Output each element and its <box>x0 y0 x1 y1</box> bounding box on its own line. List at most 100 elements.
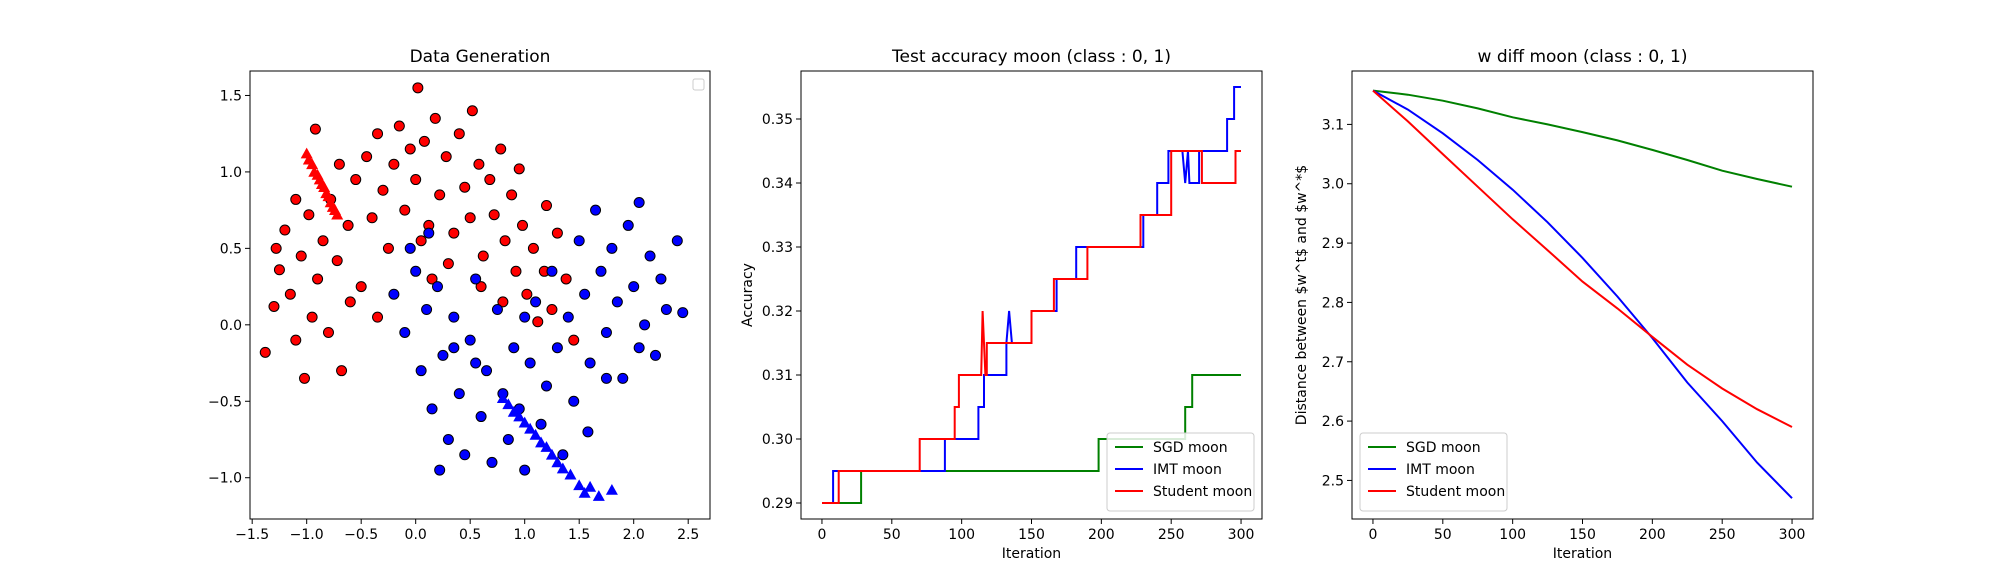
x-tick-label: −1.0 <box>290 527 324 543</box>
x-tick-label: 50 <box>1434 527 1452 543</box>
circle-point <box>423 227 435 239</box>
x-tick-label: 300 <box>1779 527 1806 543</box>
x-tick-label: 250 <box>1158 527 1185 543</box>
circle-point <box>519 311 531 323</box>
circle-point <box>366 212 378 224</box>
circle-point <box>448 227 460 239</box>
circle-point <box>584 357 596 369</box>
circle-point <box>429 112 441 124</box>
circle-point <box>355 281 367 293</box>
circle-point <box>660 304 672 316</box>
circle-point <box>331 255 343 267</box>
circle-point <box>622 219 634 231</box>
circle-point <box>442 258 454 270</box>
series-line-student-moon <box>1372 89 1793 428</box>
y-tick-label: 0.34 <box>762 176 793 192</box>
circle-point <box>284 288 296 300</box>
circle-point <box>579 288 591 300</box>
circle-point <box>617 372 629 384</box>
circle-point <box>517 219 529 231</box>
circle-point <box>486 456 498 468</box>
circle-point <box>606 242 618 254</box>
circle-point <box>644 250 656 262</box>
circle-point <box>582 426 594 438</box>
circle-point <box>361 151 373 163</box>
circle-point <box>546 265 558 277</box>
circle-point <box>473 158 485 170</box>
circle-point <box>475 281 487 293</box>
series-line-imt-moon <box>1372 89 1793 499</box>
circle-point <box>426 273 438 285</box>
circle-point <box>303 209 315 221</box>
triangle-point <box>529 428 542 440</box>
legend-box <box>1106 432 1255 512</box>
circle-point <box>677 307 689 319</box>
x-tick-label: 1.5 <box>568 527 590 543</box>
circle-point <box>484 174 496 186</box>
x-tick-label: 1.0 <box>514 527 536 543</box>
series-4 <box>496 392 618 501</box>
circle-point <box>481 365 493 377</box>
circle-point <box>273 264 285 276</box>
y-tick-label: 1.0 <box>220 165 242 181</box>
circle-point <box>426 403 438 415</box>
circle-point <box>440 151 452 163</box>
x-tick-label: 0 <box>1368 527 1377 543</box>
circle-point <box>649 349 661 361</box>
y-tick-label: 0.32 <box>762 304 793 320</box>
circle-point <box>418 135 430 147</box>
circle-point <box>527 242 539 254</box>
circle-point <box>562 311 574 323</box>
y-tick-label: 0.35 <box>762 112 793 128</box>
circle-point <box>595 265 607 277</box>
chart-title: w diff moon (class : 0, 1) <box>1478 47 1688 67</box>
y-tick-label: 0.0 <box>220 318 242 334</box>
circle-point <box>421 304 433 316</box>
circle-point <box>412 82 424 94</box>
circle-point <box>434 464 446 476</box>
circle-point <box>477 250 489 262</box>
x-axis-label: Iteration <box>1002 546 1061 562</box>
circle-point <box>519 464 531 476</box>
circle-point <box>268 300 280 312</box>
axes-frame <box>1351 70 1814 520</box>
y-tick-label: 0.5 <box>220 241 242 257</box>
circle-point <box>600 372 612 384</box>
legend-box <box>1359 432 1508 512</box>
circle-point <box>431 281 443 293</box>
circle-point <box>546 304 558 316</box>
circle-point <box>399 326 411 338</box>
circle-point <box>535 418 547 430</box>
circle-point <box>344 296 356 308</box>
circle-point <box>540 380 552 392</box>
circle-point <box>590 204 602 216</box>
triangle-point <box>551 456 564 468</box>
chart-2: Test accuracy moon (class : 0, 1) 0 50 100 1… <box>740 47 1263 562</box>
triangle-point <box>564 468 577 480</box>
x-tick-label: −0.5 <box>344 527 378 543</box>
series-1 <box>259 82 580 384</box>
series-3 <box>300 147 344 220</box>
series-line-imt-moon <box>822 86 1241 504</box>
circle-point <box>568 334 580 346</box>
circle-point <box>309 123 321 135</box>
triangle-point <box>605 483 618 495</box>
chart-1: Data Generation −1.5 −1.0 −0.5 0.0 0.5 1.0 1.5 2… <box>208 47 711 543</box>
circle-point <box>532 316 544 328</box>
circle-point <box>470 273 482 285</box>
plot-area <box>259 82 689 501</box>
circle-point <box>573 235 585 247</box>
circle-point <box>508 342 520 354</box>
legend-label: SGD moon <box>1406 440 1481 456</box>
x-tick-label: 0 <box>817 527 826 543</box>
circle-point <box>513 163 525 175</box>
triangle-point <box>535 436 548 448</box>
y-tick-label: 2.9 <box>1322 236 1344 252</box>
circle-point <box>333 158 345 170</box>
triangle-point <box>584 480 597 492</box>
legend-label: IMT moon <box>1406 462 1475 478</box>
triangle-point <box>507 405 520 417</box>
circle-point <box>259 346 271 358</box>
triangle-point <box>306 158 319 170</box>
legend-box <box>692 78 705 91</box>
